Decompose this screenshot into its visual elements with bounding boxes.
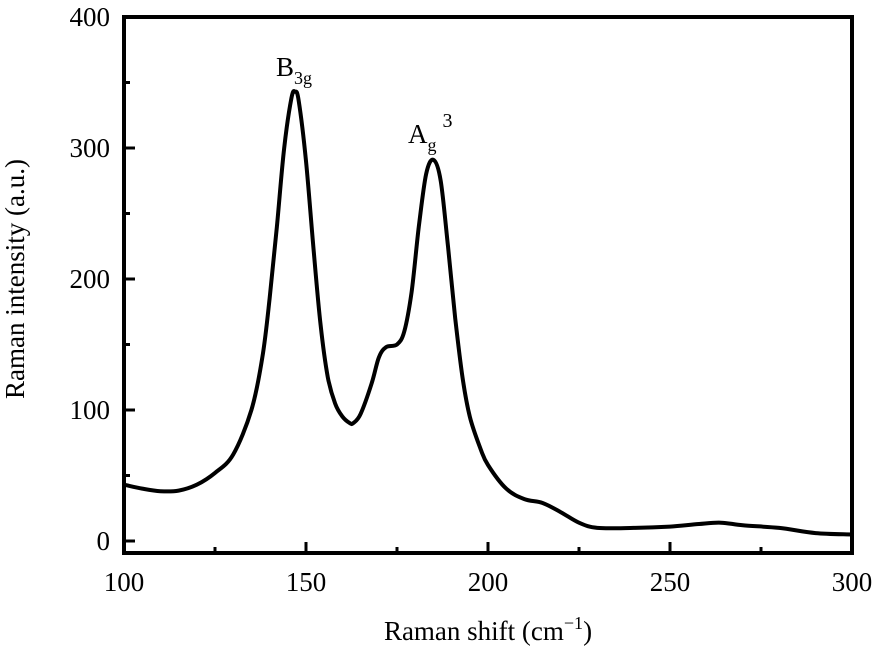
y-tick-label: 100 — [70, 395, 111, 425]
y-tick-label: 0 — [97, 526, 111, 556]
peak-label-ag3: Ag3 — [408, 110, 453, 155]
plot-border — [122, 15, 854, 555]
peak-label-b3g: B3g — [276, 52, 312, 88]
axis-ticks — [122, 15, 854, 553]
x-tick-label: 250 — [650, 567, 691, 597]
x-tick-label: 200 — [468, 567, 509, 597]
x-tick-labels: 100 150 200 250 300 — [104, 567, 873, 597]
x-tick-label: 300 — [832, 567, 873, 597]
x-tick-label: 100 — [104, 567, 145, 597]
y-tick-label: 300 — [70, 133, 111, 163]
plot-frame — [122, 15, 854, 555]
y-tick-label: 400 — [70, 2, 111, 32]
y-tick-label: 200 — [70, 264, 111, 294]
x-tick-label: 150 — [286, 567, 327, 597]
raman-spectrum-line — [122, 89, 854, 537]
y-tick-labels: 0 100 200 300 400 — [70, 2, 111, 556]
peak-annotations: B3g Ag3 — [276, 52, 453, 155]
y-axis-title: Raman intensity (a.u.) — [0, 159, 30, 399]
x-axis-title: Raman shift (cm−1) — [384, 613, 592, 646]
